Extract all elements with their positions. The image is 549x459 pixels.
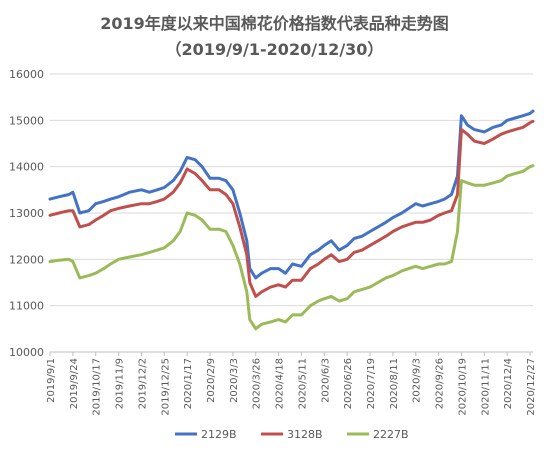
x-tick-label-11: 2020/5/11 xyxy=(297,358,308,409)
x-tick-label-0: 2019/9/1 xyxy=(46,358,57,403)
series-line-3128B xyxy=(48,119,535,298)
x-tick-label-12: 2020/6/3 xyxy=(320,358,331,403)
chart-subtitle: （2019/9/1-2020/12/30） xyxy=(165,40,384,59)
y-tick-label-15000: 15000 xyxy=(9,114,44,127)
x-tick-label-3: 2019/11/9 xyxy=(115,358,126,409)
legend-label-3128B: 3128B xyxy=(287,428,323,441)
x-tick-label-17: 2020/9/26 xyxy=(435,358,446,409)
chart-title: 2019年度以来中国棉花价格指数代表品种走势图 xyxy=(100,14,449,33)
x-tick-label-8: 2020/3/3 xyxy=(229,358,240,403)
y-tick-label-10000: 10000 xyxy=(9,346,44,359)
x-tick-label-21: 2020/12/27 xyxy=(526,358,537,416)
x-tick-label-6: 2020/1/17 xyxy=(183,358,194,409)
x-tick-label-4: 2019/12/2 xyxy=(137,358,148,409)
x-tick-label-9: 2020/3/26 xyxy=(252,358,263,409)
x-tick-label-5: 2019/12/25 xyxy=(160,358,171,416)
x-tick-label-15: 2020/8/11 xyxy=(389,358,400,409)
x-tick-label-10: 2020/4/18 xyxy=(275,358,286,409)
legend-label-2227B: 2227B xyxy=(373,428,409,441)
y-tick-label-11000: 11000 xyxy=(9,300,44,313)
x-tick-label-14: 2020/7/19 xyxy=(366,358,377,409)
x-tick-label-19: 2020/11/11 xyxy=(480,358,491,416)
y-tick-label-14000: 14000 xyxy=(9,161,44,174)
legend-label-2129B: 2129B xyxy=(201,428,237,441)
x-tick-label-13: 2020/6/26 xyxy=(343,358,354,409)
y-tick-label-13000: 13000 xyxy=(9,207,44,220)
x-tick-label-1: 2019/9/24 xyxy=(69,358,80,409)
y-tick-label-12000: 12000 xyxy=(9,253,44,266)
x-tick-label-2: 2019/10/17 xyxy=(92,358,103,416)
series-line-2227B xyxy=(48,164,535,331)
y-tick-label-16000: 16000 xyxy=(9,68,44,81)
x-tick-label-18: 2020/10/19 xyxy=(457,358,468,416)
x-tick-label-20: 2020/12/4 xyxy=(503,358,514,409)
x-tick-label-16: 2020/9/3 xyxy=(412,358,423,403)
x-tick-label-7: 2020/2/9 xyxy=(206,358,217,403)
